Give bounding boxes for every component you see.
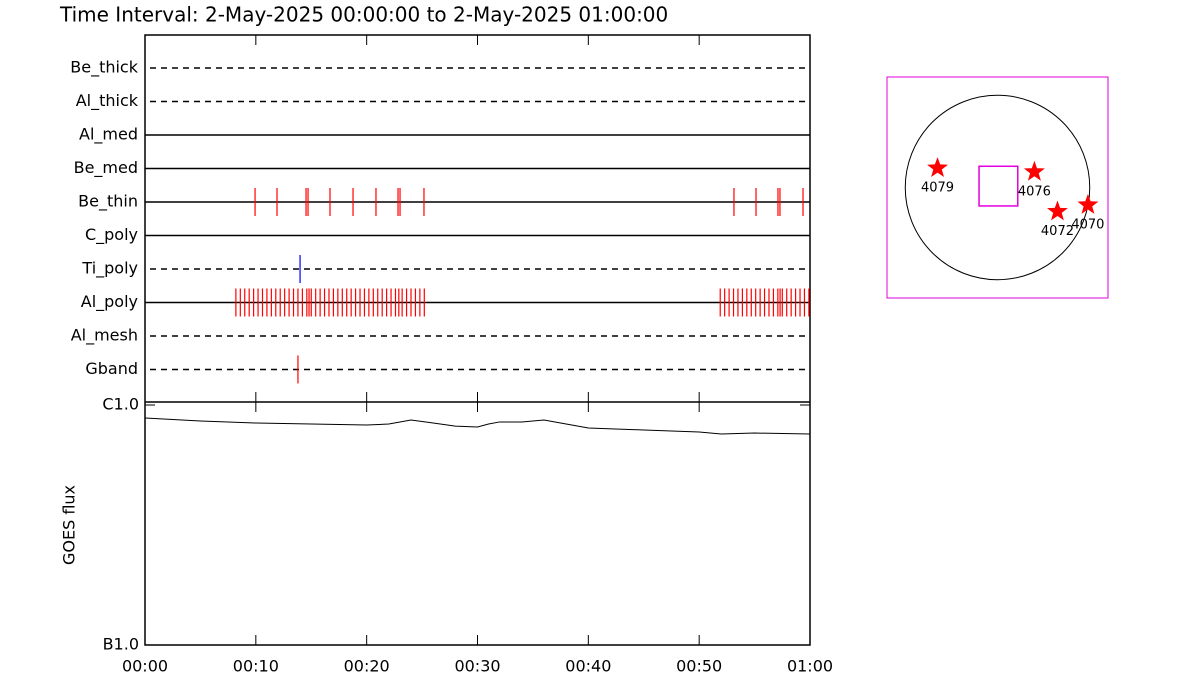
y-tick-label: C1.0 [102, 395, 139, 414]
x-tick-label: 00:30 [454, 657, 500, 676]
active-region-star [1077, 194, 1099, 214]
filter-label: Al_med [79, 125, 138, 145]
active-region-label: 4072 [1041, 224, 1074, 239]
filter-label: Al_poly [81, 292, 138, 312]
x-tick-label: 01:00 [787, 657, 833, 676]
y-tick-label: B1.0 [103, 635, 139, 654]
filter-label: Ti_poly [81, 259, 138, 279]
x-tick-label: 00:20 [344, 657, 390, 676]
filter-label: Al_thick [76, 91, 139, 111]
active-region-label: 4079 [921, 181, 954, 196]
filter-label: Be_thin [78, 192, 138, 212]
plot-frame [144, 34, 811, 646]
filter-label: Gband [85, 359, 138, 378]
y-axis-label: GOES flux [60, 485, 79, 565]
map-frame [886, 76, 1109, 299]
active-region-star [927, 157, 948, 177]
chart-title: Time Interval: 2-May-2025 00:00:00 to 2-… [59, 3, 668, 27]
goes-curve [144, 417, 811, 435]
active-region-label: 4076 [1018, 184, 1051, 199]
filter-label: Be_med [74, 158, 138, 178]
x-tick-label: 00:50 [676, 657, 722, 676]
active-region-label: 4070 [1071, 217, 1104, 232]
filter-label: Al_mesh [71, 326, 138, 346]
active-region-star [1047, 200, 1068, 221]
active-region-star [1023, 160, 1045, 181]
filter-label: C_poly [85, 225, 138, 245]
fov-box [978, 165, 1019, 207]
filter-label: Be_thick [70, 58, 138, 78]
x-tick-label: 00:10 [233, 657, 279, 676]
x-tick-label: 00:00 [122, 657, 168, 676]
x-tick-label: 00:40 [565, 657, 611, 676]
solar-limb [904, 94, 1091, 281]
